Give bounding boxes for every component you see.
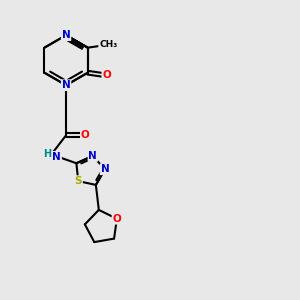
Text: CH₃: CH₃ <box>99 40 117 49</box>
Text: N: N <box>52 152 61 162</box>
Text: S: S <box>74 176 82 186</box>
Text: O: O <box>102 70 111 80</box>
Text: O: O <box>81 130 90 140</box>
Text: N: N <box>100 164 109 174</box>
Text: N: N <box>62 30 70 40</box>
Text: H: H <box>43 149 51 159</box>
Text: O: O <box>112 214 121 224</box>
Text: N: N <box>62 80 70 90</box>
Text: N: N <box>88 151 97 161</box>
